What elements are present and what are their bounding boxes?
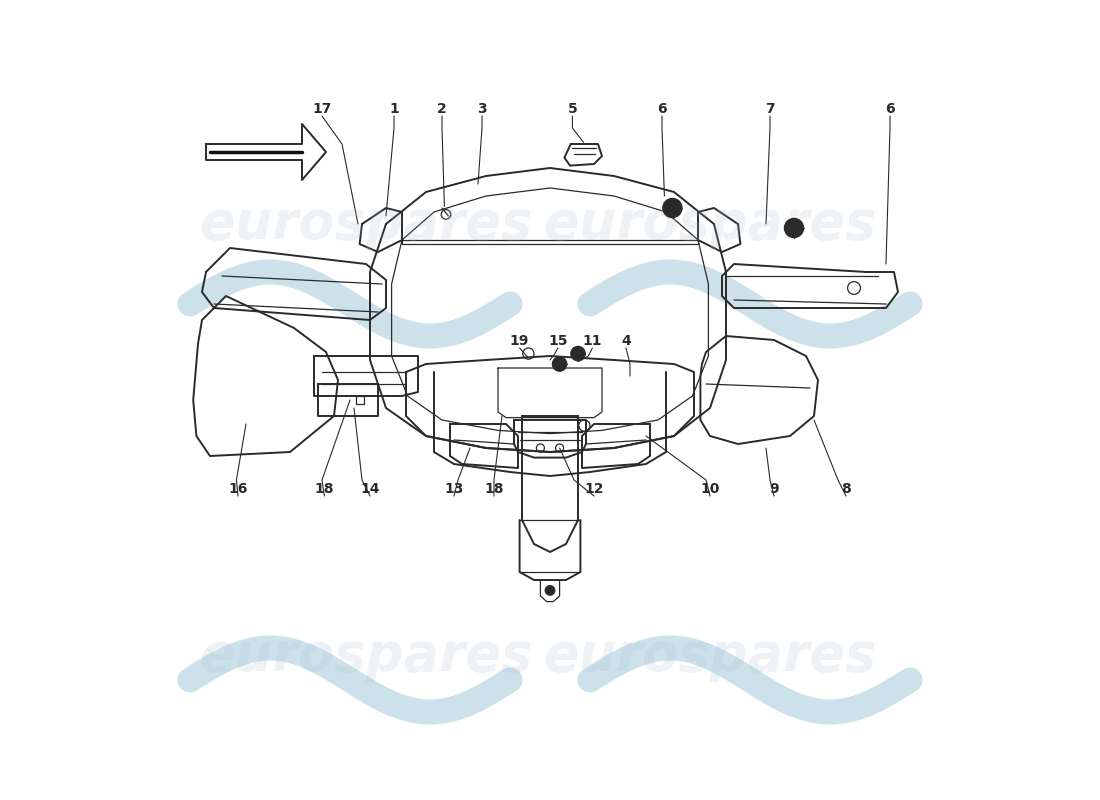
- Text: 17: 17: [312, 102, 332, 116]
- Text: 3: 3: [477, 102, 487, 116]
- Text: 13: 13: [444, 482, 464, 496]
- Text: 19: 19: [510, 334, 529, 348]
- Text: eurospares: eurospares: [199, 198, 532, 250]
- Text: eurospares: eurospares: [199, 630, 532, 682]
- Text: 7: 7: [766, 102, 774, 116]
- Text: 6: 6: [657, 102, 667, 116]
- Text: 5: 5: [568, 102, 578, 116]
- Circle shape: [546, 586, 554, 595]
- Text: 8: 8: [842, 482, 851, 496]
- Text: 16: 16: [229, 482, 248, 496]
- Text: 4: 4: [621, 334, 631, 348]
- Text: 12: 12: [584, 482, 604, 496]
- Circle shape: [663, 198, 682, 218]
- Text: 6: 6: [886, 102, 894, 116]
- Text: 9: 9: [769, 482, 779, 496]
- Text: 14: 14: [361, 482, 379, 496]
- Text: 15: 15: [548, 334, 568, 348]
- Text: 18: 18: [315, 482, 334, 496]
- Text: eurospares: eurospares: [543, 198, 877, 250]
- Text: eurospares: eurospares: [543, 630, 877, 682]
- Circle shape: [552, 357, 567, 371]
- Text: 18: 18: [484, 482, 504, 496]
- Text: 11: 11: [583, 334, 602, 348]
- Text: 1: 1: [389, 102, 399, 116]
- Text: 10: 10: [701, 482, 719, 496]
- Text: 2: 2: [437, 102, 447, 116]
- Circle shape: [571, 346, 585, 361]
- Circle shape: [784, 218, 804, 238]
